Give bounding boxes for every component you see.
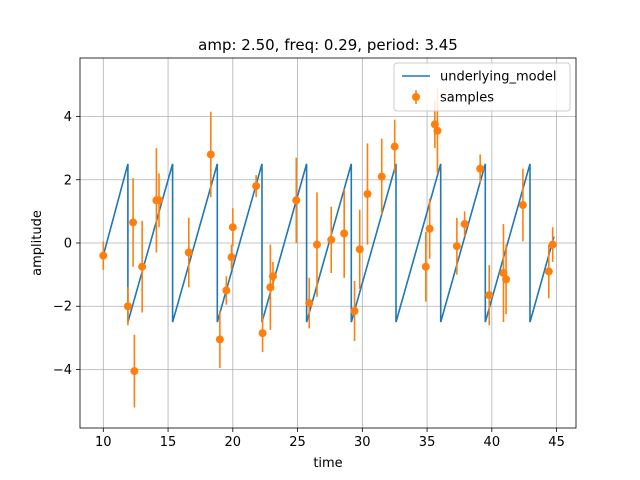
y-tick-label: −4	[53, 363, 72, 378]
x-tick-label: 15	[160, 435, 177, 450]
y-axis-label: amplitude	[30, 210, 45, 276]
sample-point	[363, 189, 372, 198]
sample-point	[460, 220, 469, 229]
sample-point	[227, 253, 236, 262]
sample-point	[433, 126, 442, 135]
sample-point	[228, 223, 237, 232]
sample-point	[305, 299, 314, 308]
sample-point	[377, 172, 386, 181]
sample-point	[206, 150, 215, 159]
sample-point	[421, 262, 430, 271]
sample-point	[327, 235, 336, 244]
sample-point	[476, 164, 485, 173]
sample-point	[99, 251, 108, 260]
sample-point	[544, 267, 553, 276]
axes-frame	[79, 57, 577, 429]
sample-point	[548, 240, 557, 249]
sample-point	[485, 291, 494, 300]
y-tick-label: 2	[64, 173, 72, 188]
x-tick-label: 35	[419, 435, 436, 450]
x-tick-label: 45	[548, 435, 565, 450]
sample-point	[215, 335, 224, 344]
y-tick-label: −2	[53, 300, 72, 315]
sample-point	[452, 242, 461, 251]
y-tick-label: 4	[64, 110, 72, 125]
legend-box	[393, 62, 571, 112]
x-tick-label: 30	[354, 435, 371, 450]
legend-point-swatch	[412, 93, 420, 101]
x-tick-label: 10	[95, 435, 112, 450]
sample-point	[390, 142, 399, 151]
chart-title: amp: 2.50, freq: 0.29, period: 3.45	[198, 36, 458, 54]
sample-point	[292, 196, 301, 205]
sample-point	[154, 196, 163, 205]
sample-point	[355, 245, 364, 254]
sample-point	[502, 275, 511, 284]
sample-point	[350, 306, 359, 315]
sample-point	[425, 224, 434, 233]
sample-point	[222, 286, 231, 295]
sample-point	[138, 262, 147, 271]
sample-point	[340, 229, 349, 238]
sample-point	[268, 272, 277, 281]
sample-point	[518, 201, 527, 210]
x-tick-label: 25	[289, 435, 306, 450]
sample-point	[130, 367, 139, 376]
x-tick-label: 40	[484, 435, 501, 450]
legend-label-samples: samples	[440, 91, 494, 106]
sample-point	[258, 329, 267, 338]
sample-point	[123, 302, 132, 311]
sample-point	[129, 218, 138, 227]
x-tick-label: 20	[225, 435, 242, 450]
sample-point	[184, 248, 193, 257]
plot-area: 10 15 20 25 30 35 40 45 −4 −2 0 2 4	[53, 57, 577, 450]
x-axis-label: time	[313, 456, 342, 471]
sample-point	[312, 240, 321, 249]
legend-label-underlying-model: underlying_model	[440, 70, 556, 85]
sample-point	[252, 182, 261, 191]
y-tick-label: 0	[64, 237, 72, 252]
